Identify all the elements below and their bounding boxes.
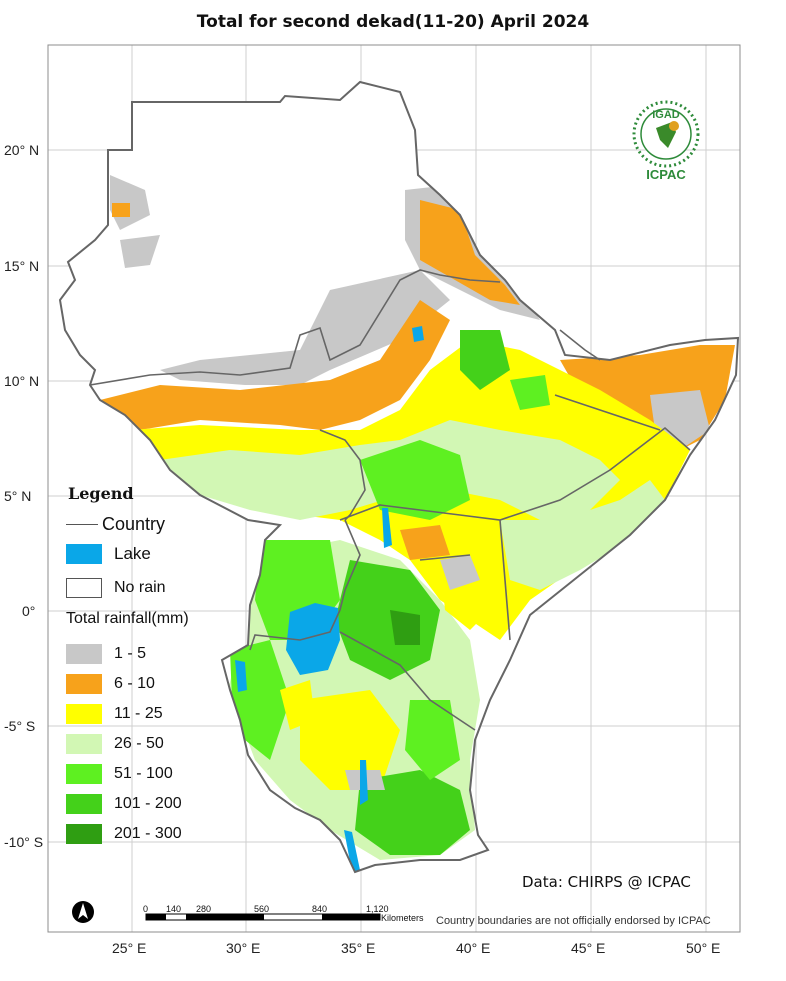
- legend-class: 6 - 10: [66, 674, 155, 694]
- igad-logo: IGAD ICPAC: [630, 95, 702, 190]
- class-swatch: [66, 824, 102, 844]
- class-swatch: [66, 674, 102, 694]
- lon-label: 30° E: [226, 940, 261, 956]
- legend: Legend Country Lake No rain Total rainfa…: [62, 484, 232, 844]
- class-swatch: [66, 794, 102, 814]
- legend-rainfall-title: Total rainfall(mm): [66, 610, 189, 628]
- lon-label: 25° E: [112, 940, 147, 956]
- data-source: Data: CHIRPS @ ICPAC: [522, 873, 691, 891]
- class-label: 26 - 50: [114, 735, 164, 752]
- legend-title: Legend: [68, 484, 134, 503]
- lat-label: -10° S: [4, 834, 44, 850]
- scale-tick: 280: [196, 904, 212, 914]
- logo-bottom-text: ICPAC: [646, 167, 686, 182]
- lat-label: 0°: [22, 603, 36, 619]
- country-borders: [89, 269, 691, 731]
- lat-label: 20° N: [4, 142, 40, 158]
- country-line-swatch: [66, 524, 98, 525]
- legend-country: Country: [66, 514, 165, 535]
- lat-label: 5° N: [4, 488, 32, 504]
- class-swatch: [66, 704, 102, 724]
- lake-swatch: [66, 544, 102, 564]
- scale-tick: 0: [143, 904, 149, 914]
- class-label: 201 - 300: [114, 825, 182, 842]
- lon-label: 45° E: [571, 940, 606, 956]
- scale-tick: 840: [312, 904, 328, 914]
- lon-label: 50° E: [686, 940, 721, 956]
- scale-tick: 1,120: [366, 904, 389, 914]
- scale-tick: 560: [254, 904, 270, 914]
- map-frame: [47, 44, 741, 933]
- lon-label: 40° E: [456, 940, 491, 956]
- legend-no-rain: No rain: [66, 578, 166, 598]
- legend-class: 101 - 200: [66, 794, 182, 814]
- legend-class: 201 - 300: [66, 824, 182, 844]
- legend-no-rain-label: No rain: [114, 579, 166, 596]
- class-label: 11 - 25: [114, 705, 163, 722]
- scale-tick: 140: [166, 904, 182, 914]
- north-arrow-icon: [72, 901, 94, 923]
- legend-class: 1 - 5: [66, 644, 146, 664]
- legend-country-label: Country: [102, 514, 166, 534]
- lat-label: 10° N: [4, 373, 40, 389]
- lon-label: 35° E: [341, 940, 376, 956]
- class-swatch: [66, 764, 102, 784]
- legend-class: 26 - 50: [66, 734, 164, 754]
- disclaimer: Country boundaries are not officially en…: [436, 915, 711, 927]
- class-swatch: [66, 644, 102, 664]
- lat-label: -5° S: [4, 718, 36, 734]
- class-label: 1 - 5: [114, 645, 147, 662]
- class-label: 51 - 100: [114, 765, 173, 782]
- scale-unit: Kilometers: [381, 913, 424, 923]
- map-title: Total for second dekad(11-20) April 2024: [196, 12, 590, 32]
- class-swatch: [66, 734, 102, 754]
- legend-lake: Lake: [66, 544, 151, 564]
- class-label: 6 - 10: [114, 675, 155, 692]
- class-label: 101 - 200: [114, 795, 182, 812]
- scale-bar: [145, 913, 381, 921]
- legend-class: 51 - 100: [66, 764, 173, 784]
- igad-logo-emblem: [632, 100, 700, 168]
- legend-class: 11 - 25: [66, 704, 163, 724]
- legend-lake-label: Lake: [114, 544, 151, 563]
- no-rain-swatch: [66, 578, 102, 598]
- lat-label: 15° N: [4, 258, 40, 274]
- logo-top-text: IGAD: [652, 109, 680, 121]
- rainfall-title-label: Total rainfall(mm): [66, 610, 189, 627]
